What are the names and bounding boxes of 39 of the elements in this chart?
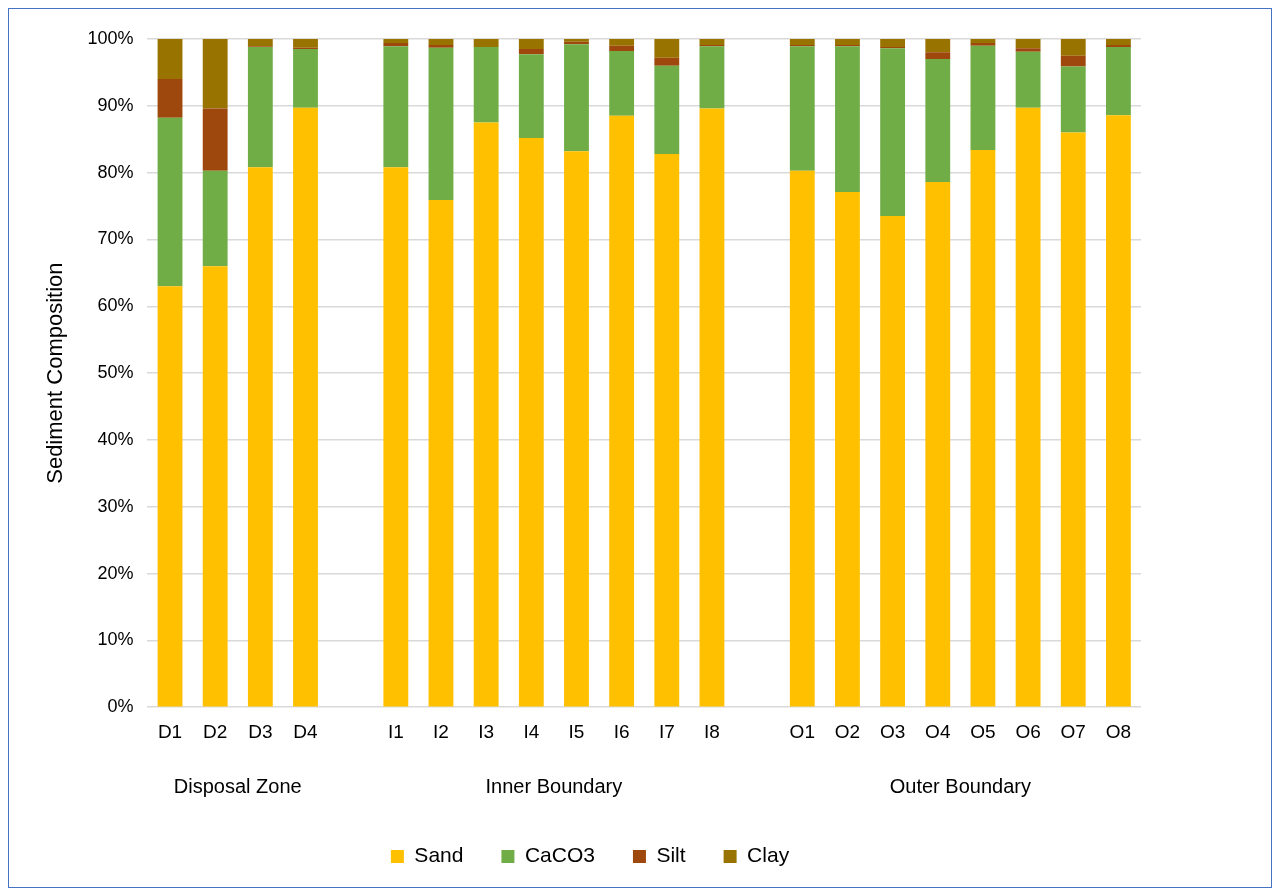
text: Inner Boundary <box>485 774 623 797</box>
y-tick-label: 50% <box>97 362 134 383</box>
legend-label: Clay <box>747 843 790 867</box>
x-tick-label: O5 <box>970 720 996 742</box>
y-tick-label: 100% <box>87 27 134 48</box>
y-tick-label: 80% <box>97 161 134 182</box>
y-tick-label: 40% <box>97 428 134 449</box>
legend-label: Sand <box>414 843 464 867</box>
y-tick-label: 90% <box>97 94 134 115</box>
x-tick-label: O8 <box>1105 720 1132 742</box>
x-tick-label: I2 <box>433 720 449 742</box>
y-tick-label: 70% <box>97 228 134 249</box>
legend-label: CaCO3 <box>524 843 595 867</box>
y-tick-label: 0% <box>107 696 134 717</box>
y-tick-label: 30% <box>97 495 134 516</box>
x-tick-label: I5 <box>568 720 585 742</box>
x-tick-label: I8 <box>704 720 720 742</box>
x-tick-label: I7 <box>658 720 675 742</box>
x-tick-label: D1 <box>157 720 183 742</box>
x-tick-label: I4 <box>523 720 540 742</box>
x-tick-label: I1 <box>387 720 404 742</box>
x-tick-label: O1 <box>789 720 815 742</box>
y-tick-label: 60% <box>97 295 134 316</box>
x-tick-label: O6 <box>1015 720 1041 742</box>
text: Disposal Zone <box>173 774 302 797</box>
x-tick-label: I6 <box>613 720 630 742</box>
y-axis-title: Sediment Composition <box>42 262 68 484</box>
x-tick-label: O7 <box>1060 720 1086 742</box>
y-tick-label: 10% <box>97 629 134 650</box>
x-tick-label: D3 <box>248 720 273 742</box>
x-tick-label: D4 <box>293 720 319 742</box>
text: Outer Boundary <box>889 774 1031 797</box>
x-tick-label: I3 <box>478 720 495 742</box>
legend-label: Silt <box>656 843 686 867</box>
x-tick-label: O3 <box>879 720 906 742</box>
x-tick-label: D2 <box>203 720 228 742</box>
x-tick-label: O2 <box>834 720 861 742</box>
x-tick-label: O4 <box>925 720 951 742</box>
y-tick-label: 20% <box>97 562 134 583</box>
